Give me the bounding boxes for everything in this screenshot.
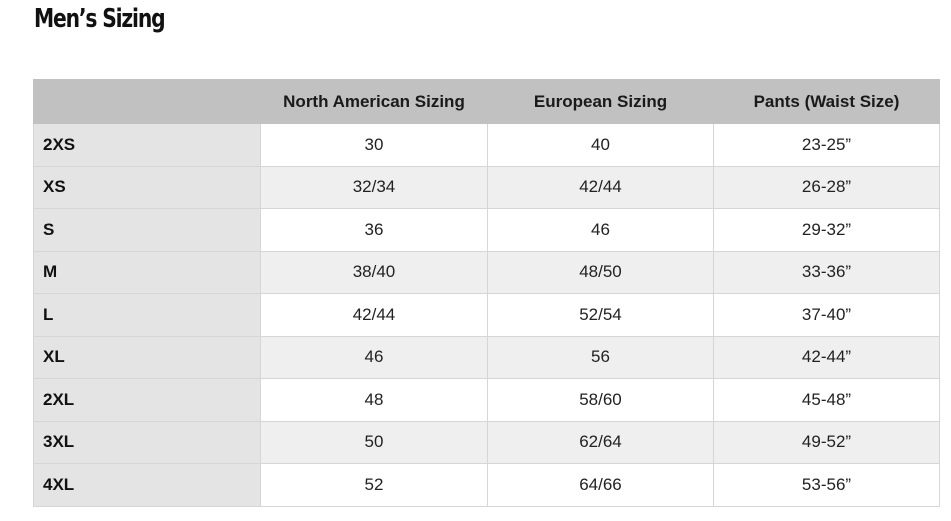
european-cell: 40: [487, 123, 714, 167]
table-row: 2XL 48 58/60 45-48”: [33, 378, 940, 422]
header-north-american: North American Sizing: [260, 79, 488, 124]
table-row: M 38/40 48/50 33-36”: [33, 250, 940, 294]
table-row: XL 46 56 42-44”: [33, 335, 940, 379]
pants-waist-cell: 53-56”: [713, 463, 940, 507]
pants-waist-cell: 33-36”: [713, 250, 940, 294]
north-american-cell: 46: [260, 335, 488, 379]
pants-waist-cell: 49-52”: [713, 420, 940, 464]
size-cell: 4XL: [33, 463, 261, 507]
size-cell: M: [33, 250, 261, 294]
european-cell: 48/50: [487, 250, 714, 294]
table-row: 2XS 30 40 23-25”: [33, 123, 940, 167]
european-cell: 42/44: [487, 165, 714, 209]
size-cell: XL: [33, 335, 261, 379]
size-cell: 2XL: [33, 378, 261, 422]
page-title: Men’s Sizing: [34, 4, 166, 34]
table-row: XS 32/34 42/44 26-28”: [33, 165, 940, 209]
sizing-table: North American Sizing European Sizing Pa…: [33, 79, 940, 507]
north-american-cell: 42/44: [260, 293, 488, 337]
size-cell: 3XL: [33, 420, 261, 464]
table-row: 3XL 50 62/64 49-52”: [33, 420, 940, 464]
size-cell: 2XS: [33, 123, 261, 167]
european-cell: 56: [487, 335, 714, 379]
header-european: European Sizing: [487, 79, 714, 124]
north-american-cell: 52: [260, 463, 488, 507]
north-american-cell: 32/34: [260, 165, 488, 209]
european-cell: 46: [487, 208, 714, 252]
table-row: S 36 46 29-32”: [33, 208, 940, 252]
european-cell: 52/54: [487, 293, 714, 337]
north-american-cell: 48: [260, 378, 488, 422]
north-american-cell: 38/40: [260, 250, 488, 294]
table-row: 4XL 52 64/66 53-56”: [33, 463, 940, 507]
european-cell: 62/64: [487, 420, 714, 464]
header-pants-waist: Pants (Waist Size): [713, 79, 940, 124]
header-size: [33, 79, 261, 124]
north-american-cell: 30: [260, 123, 488, 167]
table-row: L 42/44 52/54 37-40”: [33, 293, 940, 337]
north-american-cell: 36: [260, 208, 488, 252]
pants-waist-cell: 26-28”: [713, 165, 940, 209]
size-cell: XS: [33, 165, 261, 209]
table-header-row: North American Sizing European Sizing Pa…: [33, 79, 940, 124]
european-cell: 58/60: [487, 378, 714, 422]
size-cell: S: [33, 208, 261, 252]
european-cell: 64/66: [487, 463, 714, 507]
north-american-cell: 50: [260, 420, 488, 464]
pants-waist-cell: 37-40”: [713, 293, 940, 337]
pants-waist-cell: 42-44”: [713, 335, 940, 379]
pants-waist-cell: 29-32”: [713, 208, 940, 252]
pants-waist-cell: 23-25”: [713, 123, 940, 167]
pants-waist-cell: 45-48”: [713, 378, 940, 422]
size-cell: L: [33, 293, 261, 337]
